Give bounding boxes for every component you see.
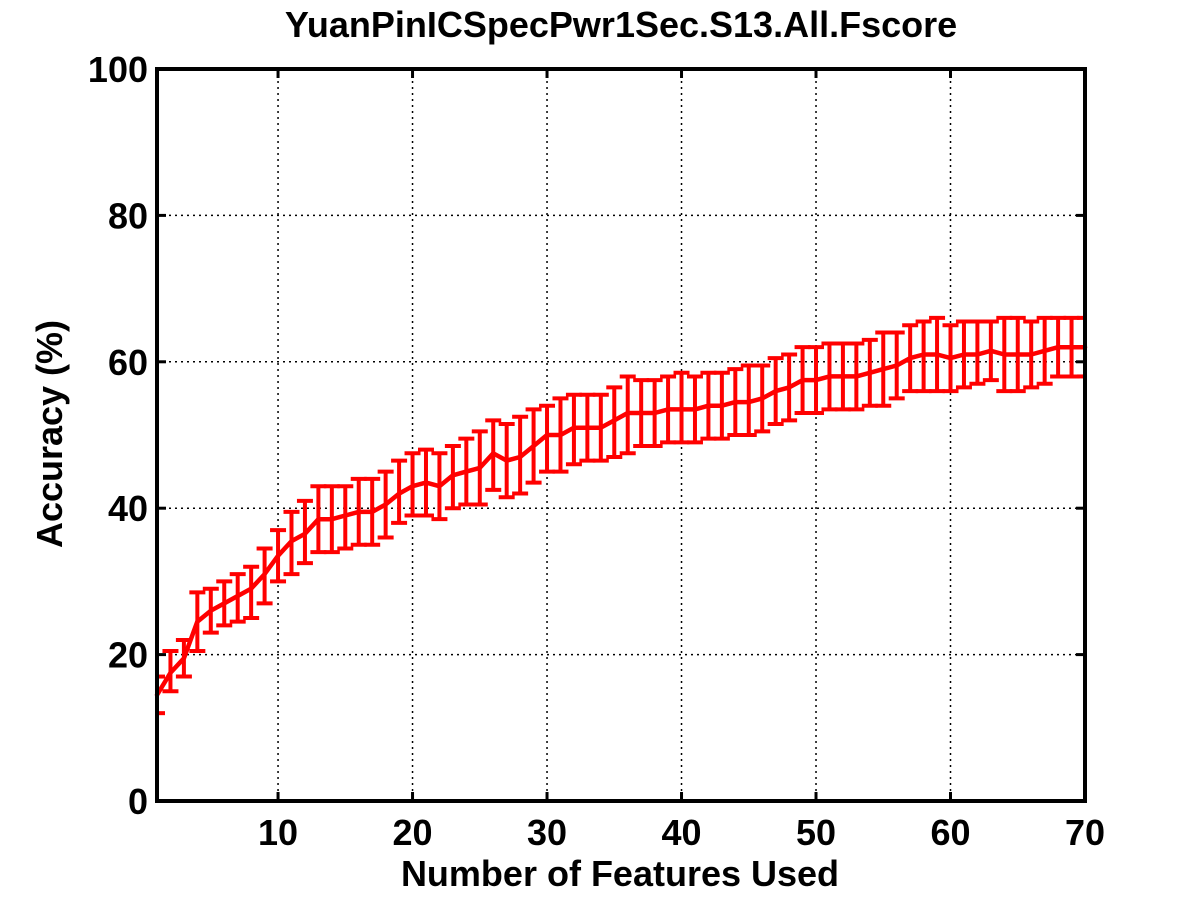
chart-title: YuanPinICSpecPwr1Sec.S13.All.Fscore [285, 4, 957, 45]
y-tick-label: 80 [108, 195, 148, 236]
x-tick-label: 60 [930, 812, 970, 853]
x-tick-label: 30 [527, 812, 567, 853]
error-bar [243, 564, 260, 620]
x-axis-label: Number of Features Used [401, 853, 839, 894]
plot-frame [155, 67, 1087, 803]
x-tick-label: 50 [796, 812, 836, 853]
x-tick-labels: 10 20 30 40 50 60 70 [258, 812, 1105, 853]
error-bar [539, 403, 556, 474]
y-tick-label: 100 [88, 49, 148, 90]
x-tick-label: 10 [258, 812, 298, 853]
x-tick-label: 20 [393, 812, 433, 853]
x-tick-label: 70 [1065, 812, 1105, 853]
y-tick-labels: 0 20 40 60 80 100 [88, 49, 148, 822]
y-tick-label: 20 [108, 635, 148, 676]
y-tick-label: 0 [128, 781, 148, 822]
x-tick-label: 40 [661, 812, 701, 853]
mean-accuracy-line [154, 344, 1088, 698]
y-axis-label: Accuracy (%) [29, 320, 70, 548]
y-tick-label: 60 [108, 342, 148, 383]
y-tick-label: 40 [108, 488, 148, 529]
